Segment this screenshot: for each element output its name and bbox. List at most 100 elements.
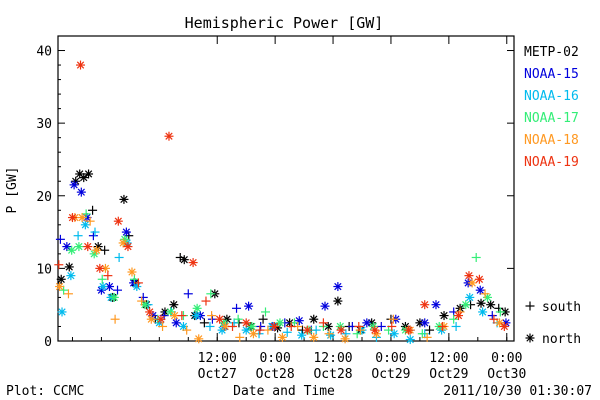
data-point [110, 314, 120, 324]
data-point [188, 258, 198, 268]
data-point [286, 321, 296, 331]
data-point [146, 314, 156, 324]
data-point [127, 267, 137, 277]
data-point [191, 311, 201, 321]
data-point [476, 298, 486, 308]
y-tick-label: 30 [36, 117, 52, 132]
data-point [119, 194, 129, 204]
data-point [179, 255, 189, 265]
data-point [69, 180, 79, 190]
data-point [177, 311, 187, 321]
data-point [439, 311, 449, 321]
x-axis-label: Date and Time [233, 384, 335, 399]
data-point [109, 292, 119, 302]
data-point [118, 238, 128, 248]
x-tick-date: Oct30 [487, 367, 526, 382]
y-axis-label: P [GW] [5, 167, 20, 214]
data-point [232, 303, 242, 313]
data-point [74, 242, 84, 252]
data-point [340, 334, 350, 344]
data-point [302, 325, 312, 335]
data-point [175, 252, 185, 262]
data-point [297, 330, 307, 340]
series-metp-02 [56, 169, 510, 335]
data-point [247, 321, 257, 331]
data-point [495, 318, 505, 328]
data-point [88, 231, 98, 241]
data-point [80, 220, 90, 230]
y-tick-label: 40 [36, 45, 52, 60]
data-point [499, 321, 509, 331]
data-point [495, 307, 505, 317]
x-tick-date: Oct29 [429, 367, 468, 382]
data-point [129, 274, 139, 284]
data-point [182, 325, 192, 335]
y-tick-label: 10 [36, 262, 52, 277]
data-point [309, 332, 319, 342]
data-point [475, 285, 485, 295]
data-point [90, 227, 100, 237]
data-point [387, 321, 397, 331]
data-point [324, 329, 334, 339]
data-point [113, 216, 123, 226]
data-point [164, 131, 174, 141]
data-point [215, 314, 225, 324]
data-point [455, 307, 465, 317]
data-point [178, 321, 188, 331]
data-point [205, 321, 215, 331]
data-point [56, 274, 66, 284]
legend-item: NOAA-15 [524, 67, 579, 82]
x-axis: 12:00Oct270:00Oct2812:00Oct280:00Oct2912… [71, 36, 526, 382]
data-point [241, 318, 251, 328]
data-point [158, 321, 168, 331]
data-point [454, 311, 464, 321]
data-point [333, 296, 343, 306]
data-point [244, 301, 254, 311]
data-point [333, 282, 343, 292]
data-point [318, 318, 328, 328]
marker-legend-north: north [525, 332, 581, 347]
data-point [121, 227, 131, 237]
data-point [269, 321, 279, 331]
data-point [206, 289, 216, 299]
data-points [54, 60, 511, 345]
data-point [207, 311, 217, 321]
x-tick-date: Oct27 [198, 367, 237, 382]
data-point [98, 282, 108, 292]
data-point [100, 245, 110, 255]
x-tick-label: 0:00 [259, 351, 290, 366]
data-point [199, 318, 209, 328]
data-point [478, 307, 488, 317]
series-legend: METP-02 NOAA-15 NOAA-16 NOAA-17 NOAA-18 NOAA-… [524, 45, 579, 170]
data-point [54, 260, 64, 270]
data-point [480, 289, 490, 299]
data-point [55, 234, 65, 244]
data-point [320, 301, 330, 311]
data-point [83, 242, 93, 252]
data-point [138, 292, 148, 302]
data-point [326, 330, 336, 340]
data-point [67, 245, 77, 255]
plot-frame [57, 35, 515, 342]
legend-item: NOAA-19 [524, 155, 579, 170]
data-point [451, 321, 461, 331]
data-point [201, 296, 211, 306]
data-point [437, 321, 447, 331]
data-point [336, 325, 346, 335]
data-point [404, 325, 414, 335]
data-point [294, 316, 304, 326]
data-point [145, 307, 155, 317]
data-point [486, 300, 496, 310]
data-point [103, 271, 113, 281]
data-point [260, 307, 270, 317]
data-point [263, 325, 273, 335]
data-point [84, 169, 94, 179]
data-point [137, 296, 147, 306]
data-point [123, 242, 133, 252]
x-tick-label: 0:00 [491, 351, 522, 366]
data-point [81, 209, 91, 219]
data-point [277, 332, 287, 342]
data-point [95, 263, 105, 273]
data-point [474, 274, 484, 284]
